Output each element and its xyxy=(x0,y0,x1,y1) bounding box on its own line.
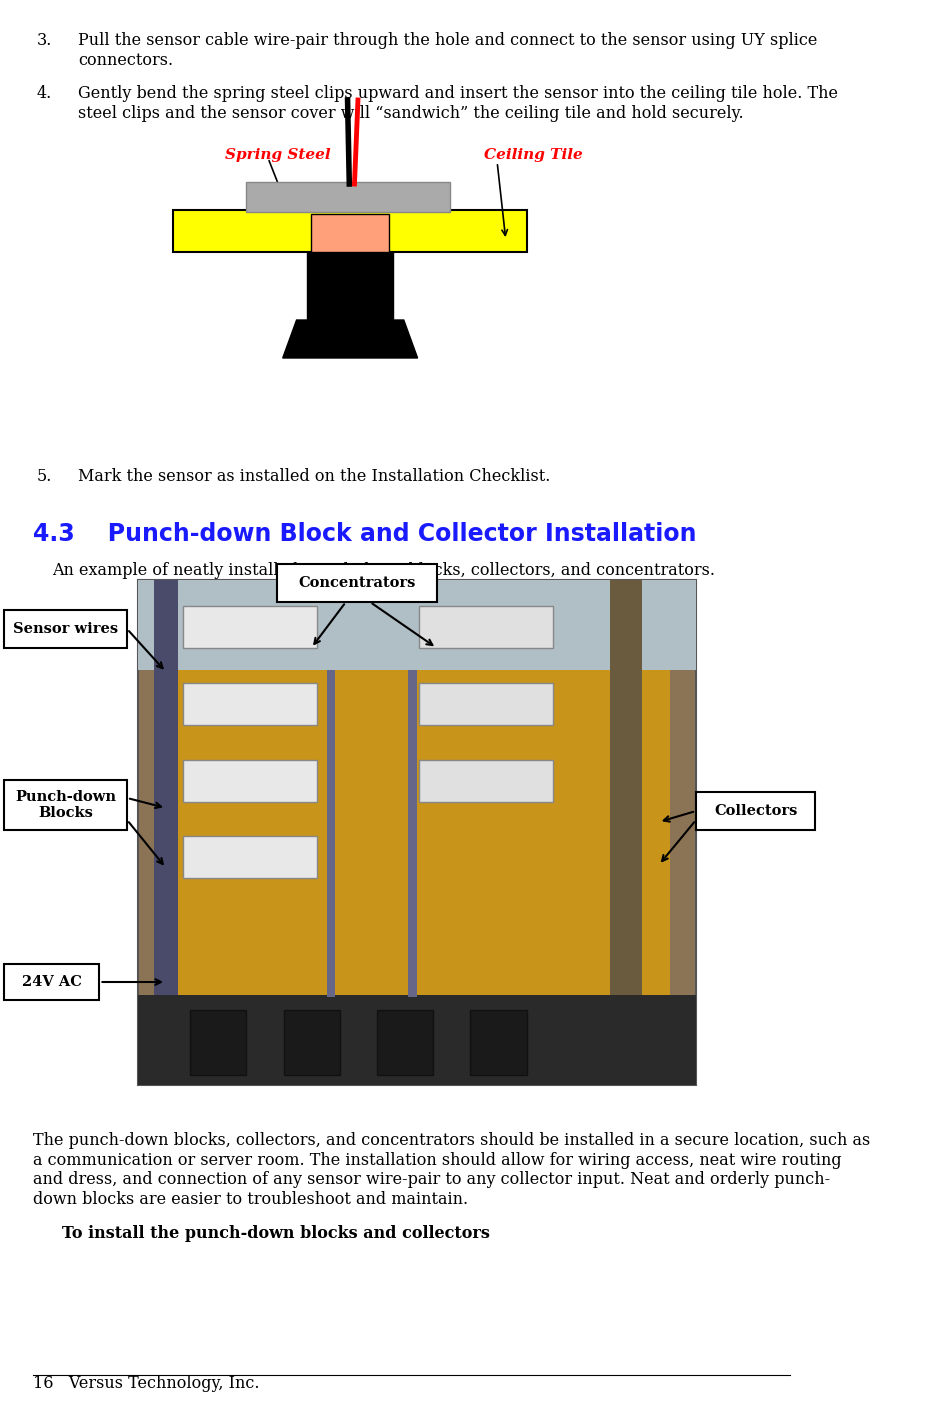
Bar xyxy=(247,182,449,212)
Text: 3.: 3. xyxy=(36,33,51,50)
Bar xyxy=(419,683,553,726)
Text: Gently bend the spring steel clips upward and insert the sensor into the ceiling: Gently bend the spring steel clips upwar… xyxy=(78,85,838,122)
Text: Spring Steel: Spring Steel xyxy=(225,148,330,162)
Bar xyxy=(184,606,317,648)
Bar xyxy=(696,792,815,831)
Polygon shape xyxy=(283,320,418,358)
Text: Pull the sensor cable wire-pair through the hole and connect to the sensor using: Pull the sensor cable wire-pair through … xyxy=(78,33,817,68)
Bar xyxy=(311,214,389,251)
Bar xyxy=(277,564,437,602)
Text: 5.: 5. xyxy=(36,469,51,486)
Bar xyxy=(419,760,553,802)
Text: Punch-down
Blocks: Punch-down Blocks xyxy=(15,790,116,821)
Bar xyxy=(470,1010,526,1075)
Bar xyxy=(419,606,553,648)
Bar xyxy=(5,611,128,648)
Text: Concentrators: Concentrators xyxy=(298,577,415,589)
Bar xyxy=(138,579,696,1085)
Bar xyxy=(173,210,527,251)
Text: The punch-down blocks, collectors, and concentrators should be installed in a se: The punch-down blocks, collectors, and c… xyxy=(33,1132,870,1208)
Bar xyxy=(408,670,417,997)
Bar xyxy=(184,683,317,726)
Bar xyxy=(154,579,178,1085)
Text: Mark the sensor as installed on the Installation Checklist.: Mark the sensor as installed on the Inst… xyxy=(78,469,550,486)
Bar xyxy=(377,1010,433,1075)
Bar xyxy=(5,964,99,1000)
Bar xyxy=(609,579,643,1085)
Text: 24V AC: 24V AC xyxy=(22,976,82,988)
Text: 4.3    Punch-down Block and Collector Installation: 4.3 Punch-down Block and Collector Insta… xyxy=(33,523,696,547)
Text: An example of neatly installed punch-down blocks, collectors, and concentrators.: An example of neatly installed punch-dow… xyxy=(51,562,715,579)
Bar xyxy=(284,1010,340,1075)
Text: Ceiling Tile: Ceiling Tile xyxy=(485,148,583,162)
Bar xyxy=(327,670,335,997)
Bar xyxy=(184,836,317,878)
Text: Collectors: Collectors xyxy=(714,804,798,818)
Text: Sensor wires: Sensor wires xyxy=(13,622,118,636)
Bar xyxy=(171,670,670,1085)
Text: To install the punch-down blocks and collectors: To install the punch-down blocks and col… xyxy=(62,1225,490,1242)
Bar xyxy=(184,760,317,802)
Bar xyxy=(190,1010,247,1075)
Bar xyxy=(307,251,393,320)
Bar xyxy=(138,579,696,670)
Bar xyxy=(138,995,696,1085)
Text: 4.: 4. xyxy=(36,85,51,102)
Text: 16   Versus Technology, Inc.: 16 Versus Technology, Inc. xyxy=(33,1375,259,1392)
Bar xyxy=(5,780,128,831)
